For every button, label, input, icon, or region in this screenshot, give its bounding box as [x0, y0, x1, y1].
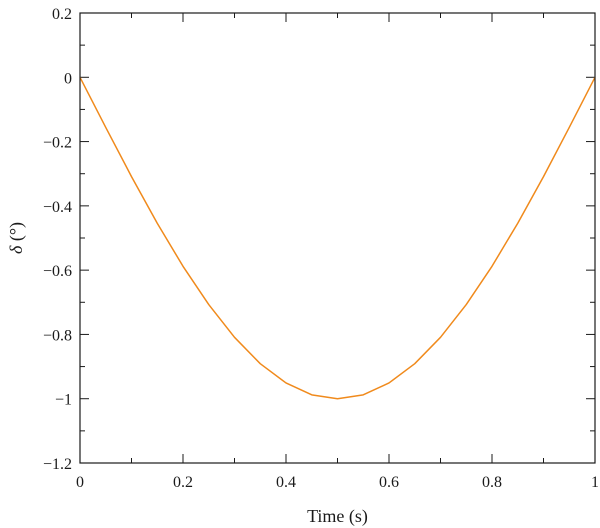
- x-tick-label: 0.6: [379, 474, 399, 491]
- x-tick-label: 1: [591, 474, 599, 491]
- y-tick-label: −0.4: [43, 199, 72, 216]
- y-axis-title: δ (°): [6, 222, 27, 254]
- x-axis-title: Time (s): [307, 506, 368, 527]
- x-tick-label: 0.2: [173, 474, 193, 491]
- series-line: [79, 76, 596, 400]
- x-tick-label: 0: [76, 474, 84, 491]
- x-tick-label: 0.8: [482, 474, 502, 491]
- series-layer: [79, 76, 596, 400]
- y-tick-label: 0.2: [52, 6, 72, 23]
- tick-labels: 0 0.2 0.4 0.6 0.8 1 0.2 0 −0.2 −0.4 −0.6 −0.8 −1 −1.2: [43, 6, 599, 491]
- y-tick-label: 0: [64, 70, 72, 87]
- y-axis-unit: (°): [6, 222, 27, 246]
- y-tick-label: −1: [55, 392, 72, 409]
- y-tick-label: −0.2: [43, 135, 72, 152]
- plot-frame: [79, 12, 596, 464]
- x-tick-label: 0.4: [276, 474, 296, 491]
- y-tick-label: −0.8: [43, 327, 72, 344]
- y-axis-symbol: δ: [6, 245, 26, 254]
- y-tick-label: −0.6: [43, 263, 72, 280]
- y-tick-label: −1.2: [43, 456, 72, 473]
- axis-ticks: [79, 12, 596, 464]
